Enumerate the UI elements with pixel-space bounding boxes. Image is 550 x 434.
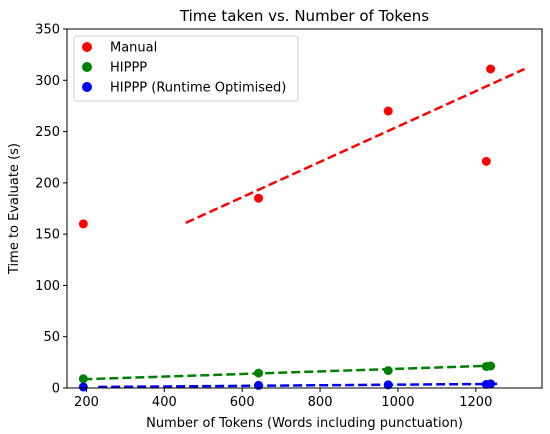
- series-hippp-runtime-optimised: [78, 379, 500, 392]
- data-point: [383, 380, 393, 390]
- legend-label: HIPPP (Runtime Optimised): [110, 81, 286, 96]
- x-axis: 200 400 600 800 1000 1200: [74, 388, 492, 410]
- data-point: [254, 380, 264, 390]
- data-point: [383, 106, 393, 116]
- data-point: [383, 366, 393, 376]
- legend-marker: [82, 42, 92, 52]
- data-point: [486, 379, 496, 389]
- legend-label: Manual: [110, 41, 157, 56]
- chart-title: Time taken vs. Number of Tokens: [179, 7, 429, 25]
- x-tick-label: 1000: [381, 395, 414, 410]
- y-tick-label: 50: [43, 330, 60, 345]
- plot-area: [78, 64, 525, 392]
- trend-line: [185, 67, 525, 224]
- data-point: [486, 361, 496, 371]
- legend-marker: [82, 62, 92, 72]
- x-axis-label: Number of Tokens (Words including punctu…: [146, 416, 463, 431]
- y-axis: 0 50 100 150 200 250 300 350: [35, 23, 67, 397]
- legend-box: [73, 35, 299, 102]
- y-tick-label: 0: [52, 382, 60, 397]
- series-hippp: [78, 361, 500, 384]
- x-tick-label: 1200: [459, 395, 492, 410]
- x-tick-label: 800: [308, 395, 333, 410]
- data-point: [78, 219, 88, 229]
- x-tick-label: 400: [152, 395, 177, 410]
- y-axis-label: Time to Evaluate (s): [7, 143, 22, 275]
- data-point: [78, 382, 88, 392]
- y-tick-label: 350: [35, 23, 60, 38]
- legend-item: Manual: [82, 41, 157, 56]
- data-point: [486, 64, 496, 74]
- series-manual: [78, 64, 525, 229]
- data-point: [254, 193, 264, 203]
- data-point: [481, 156, 491, 166]
- trend-line: [98, 382, 500, 389]
- plot-frame: [66, 28, 543, 389]
- legend: Manual HIPPP HIPPP (Runtime Optimised): [73, 35, 299, 102]
- legend-label: HIPPP: [110, 61, 147, 76]
- legend-marker: [82, 82, 92, 92]
- x-tick-label: 600: [230, 395, 255, 410]
- x-tick-label: 200: [74, 395, 99, 410]
- y-tick-label: 200: [35, 176, 60, 191]
- data-point: [254, 368, 264, 378]
- y-tick-label: 250: [35, 125, 60, 140]
- y-tick-label: 300: [35, 74, 60, 89]
- legend-item: HIPPP: [82, 61, 147, 76]
- data-point: [78, 374, 88, 384]
- y-tick-label: 150: [35, 228, 60, 243]
- y-tick-label: 100: [35, 279, 60, 294]
- trend-line: [83, 364, 500, 381]
- legend-item: HIPPP (Runtime Optimised): [82, 81, 286, 96]
